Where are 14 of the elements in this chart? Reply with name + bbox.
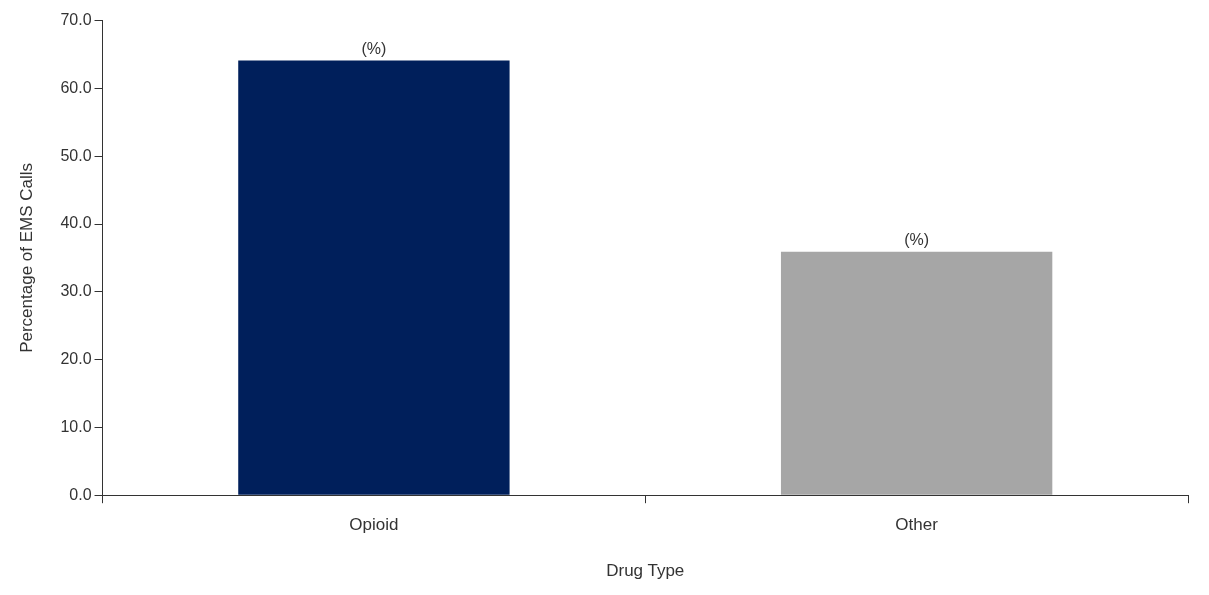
y-tick-label: 70.0 [60, 11, 92, 29]
y-tick-label: 50.0 [60, 146, 92, 164]
annotation: (%) [361, 40, 387, 58]
y-tick-label: 10.0 [60, 417, 92, 435]
x-axis-title: Drug Type [606, 561, 685, 581]
y-tick-label: 30.0 [60, 282, 92, 300]
y-tick-label: 40.0 [60, 214, 92, 232]
y-axis-title: Percentage of EMS Calls [16, 162, 36, 353]
annotation: (%) [904, 231, 930, 249]
x-tick-label: Other [895, 515, 939, 535]
y-tick-label: 20.0 [60, 350, 92, 368]
y-tick-label: 60.0 [60, 78, 92, 96]
x-tick-label: Opioid [349, 515, 399, 535]
y-tick-label: 0.0 [69, 485, 92, 503]
